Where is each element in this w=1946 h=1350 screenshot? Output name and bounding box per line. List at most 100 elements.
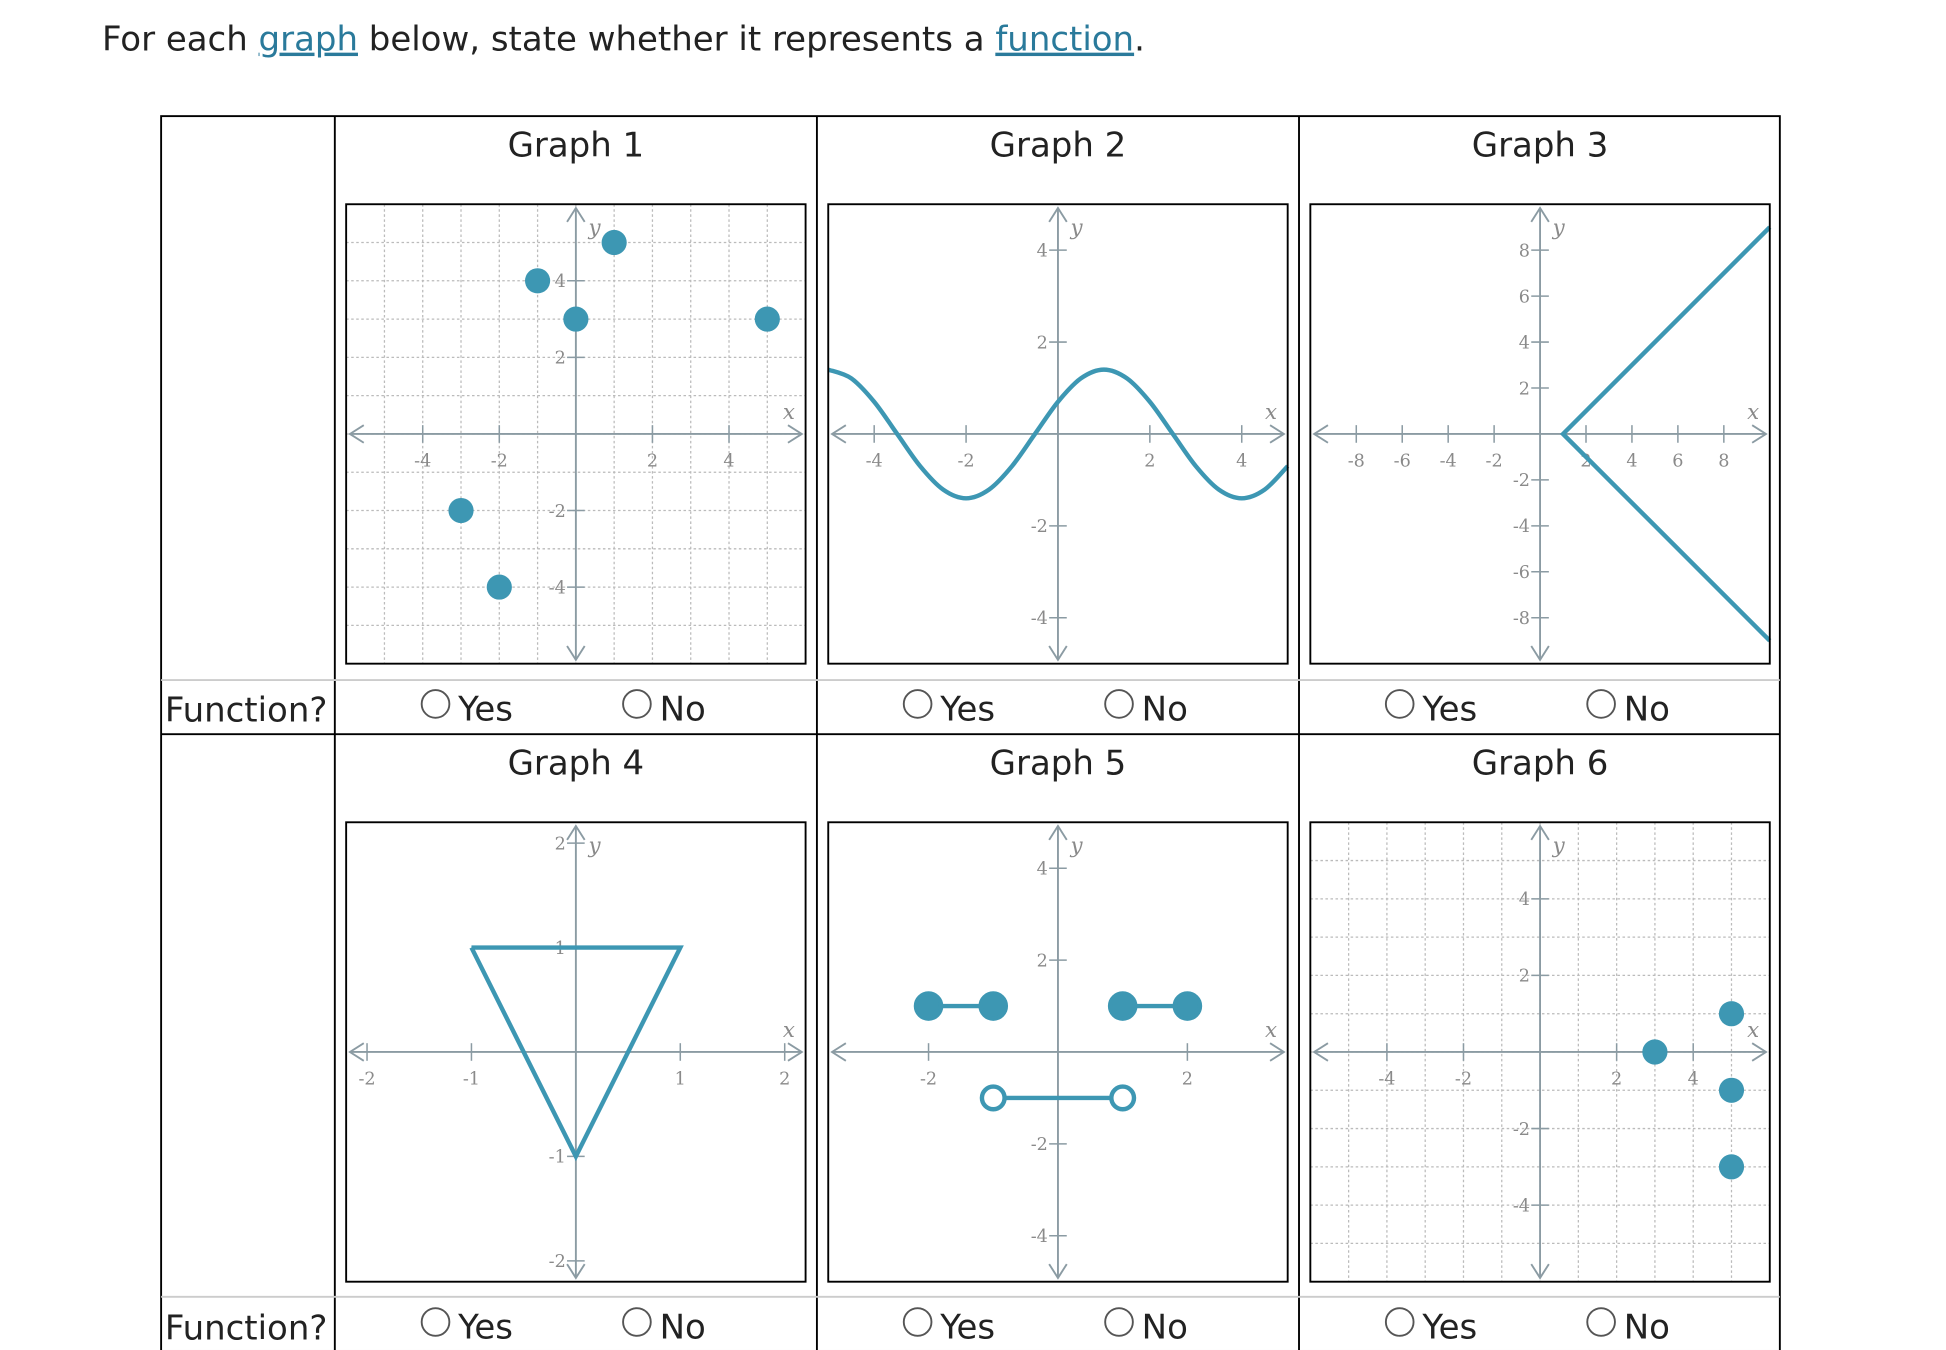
x-tick-label: 4 bbox=[1626, 452, 1637, 472]
x-tick-label: 1 bbox=[675, 1070, 686, 1090]
arrow bbox=[566, 206, 586, 223]
y-axis-label: y bbox=[1552, 215, 1566, 240]
radio-label[interactable]: No bbox=[1142, 1307, 1188, 1347]
graph-title: Graph 4 bbox=[508, 743, 645, 783]
x-tick-label: -2 bbox=[491, 452, 508, 472]
radio-button[interactable] bbox=[420, 1307, 451, 1337]
x-axis-label: x bbox=[1747, 1018, 1759, 1043]
closed-endpoint bbox=[978, 991, 1009, 1021]
radio-label[interactable]: No bbox=[660, 1307, 706, 1347]
y-tick-label: -2 bbox=[549, 1252, 566, 1272]
radio-label[interactable]: Yes bbox=[457, 1307, 513, 1347]
radio-label[interactable]: Yes bbox=[939, 689, 995, 729]
instruction: For each graph below, state whether it r… bbox=[102, 20, 1145, 60]
y-axis-label: y bbox=[1552, 833, 1566, 858]
instruction-text: . bbox=[1134, 20, 1145, 60]
x-tick-label: 2 bbox=[1182, 1070, 1193, 1090]
radio-button[interactable] bbox=[420, 689, 451, 719]
radio-label[interactable]: Yes bbox=[939, 1307, 995, 1347]
x-axis-label: x bbox=[1747, 400, 1759, 425]
x-tick-label: -4 bbox=[1440, 452, 1457, 472]
x-tick-label: -4 bbox=[1378, 1070, 1395, 1090]
data-line bbox=[1559, 225, 1772, 643]
y-tick-label: -1 bbox=[549, 1148, 566, 1168]
data-curve bbox=[827, 367, 1290, 501]
y-tick-label: 4 bbox=[1519, 333, 1530, 353]
radio-button[interactable] bbox=[1384, 689, 1415, 719]
table-border bbox=[160, 115, 1781, 1350]
x-tick-label: 2 bbox=[779, 1070, 790, 1090]
radio-button[interactable] bbox=[1104, 689, 1134, 719]
arrow bbox=[1048, 824, 1068, 841]
graph-title: Graph 3 bbox=[1472, 125, 1609, 165]
graph-title: Graph 2 bbox=[990, 125, 1127, 165]
x-tick-label: 2 bbox=[1144, 452, 1155, 472]
graph-frame bbox=[827, 821, 1289, 1283]
x-tick-label: -2 bbox=[358, 1070, 375, 1090]
row-label: Function? bbox=[165, 1309, 328, 1349]
y-tick-label: -2 bbox=[1513, 471, 1530, 491]
radio-label[interactable]: No bbox=[660, 689, 706, 729]
graph-title: Graph 1 bbox=[508, 125, 645, 165]
y-tick-label: 8 bbox=[1519, 241, 1530, 261]
closed-endpoint bbox=[913, 991, 944, 1021]
x-axis-label: x bbox=[1265, 1018, 1277, 1043]
link[interactable]: graph bbox=[259, 20, 358, 60]
radio-label[interactable]: Yes bbox=[457, 689, 513, 729]
radio-button[interactable] bbox=[1586, 1307, 1616, 1337]
radio-button[interactable] bbox=[1104, 1307, 1134, 1337]
x-tick-label: 2 bbox=[1580, 452, 1591, 472]
x-axis-label: x bbox=[1265, 400, 1277, 425]
y-tick-label: -2 bbox=[1031, 1135, 1048, 1155]
y-tick-label: 2 bbox=[1037, 333, 1048, 353]
arrow bbox=[1530, 1263, 1550, 1280]
open-endpoint bbox=[979, 1084, 1007, 1112]
y-tick-label: -2 bbox=[549, 502, 566, 522]
y-tick-label: -4 bbox=[549, 578, 566, 598]
y-tick-label: -2 bbox=[1031, 517, 1048, 537]
data-point bbox=[1718, 1077, 1745, 1103]
radio-button[interactable] bbox=[1586, 689, 1616, 719]
radio-label[interactable]: Yes bbox=[1421, 689, 1477, 729]
graph-frame bbox=[345, 821, 807, 1283]
arrow bbox=[1269, 424, 1286, 444]
data-line bbox=[469, 945, 684, 1162]
y-tick-label: 2 bbox=[1037, 951, 1048, 971]
radio-label[interactable]: Yes bbox=[1421, 1307, 1477, 1347]
x-tick-label: 8 bbox=[1718, 452, 1729, 472]
data-point bbox=[486, 574, 512, 600]
x-tick-label: -2 bbox=[1455, 1070, 1472, 1090]
data-point bbox=[448, 497, 474, 524]
y-tick-label: -6 bbox=[1513, 563, 1530, 583]
radio-label[interactable]: No bbox=[1624, 1307, 1670, 1347]
radio-label[interactable]: No bbox=[1142, 689, 1188, 729]
y-tick-label: -4 bbox=[1513, 517, 1530, 537]
y-tick-label: 4 bbox=[1037, 860, 1048, 880]
radio-button[interactable] bbox=[622, 1307, 652, 1337]
x-tick-label: -2 bbox=[920, 1070, 937, 1090]
link[interactable]: function bbox=[995, 20, 1134, 60]
y-axis-label: y bbox=[587, 833, 601, 858]
data-point bbox=[1718, 1001, 1745, 1027]
x-tick-label: -2 bbox=[1486, 452, 1503, 472]
radio-button[interactable] bbox=[1384, 1307, 1415, 1337]
y-tick-label: 4 bbox=[1037, 241, 1048, 261]
arrow bbox=[1048, 645, 1068, 662]
arrow bbox=[1312, 424, 1329, 444]
radio-button[interactable] bbox=[622, 689, 652, 719]
radio-button[interactable] bbox=[902, 1307, 933, 1337]
x-tick-label: 2 bbox=[1611, 1070, 1622, 1090]
data-point bbox=[1642, 1039, 1668, 1065]
x-axis-label: x bbox=[783, 400, 795, 425]
x-tick-label: 6 bbox=[1672, 452, 1683, 472]
arrow bbox=[1048, 1263, 1068, 1280]
arrow bbox=[566, 824, 586, 841]
instruction-text: below, state whether it represents a bbox=[358, 20, 995, 60]
x-tick-label: 4 bbox=[723, 452, 734, 472]
arrow bbox=[787, 1042, 804, 1062]
radio-label[interactable]: No bbox=[1624, 689, 1670, 729]
arrow bbox=[1269, 1042, 1286, 1062]
y-tick-label: 2 bbox=[1519, 379, 1530, 399]
row-label: Function? bbox=[165, 691, 328, 731]
radio-button[interactable] bbox=[902, 689, 933, 719]
